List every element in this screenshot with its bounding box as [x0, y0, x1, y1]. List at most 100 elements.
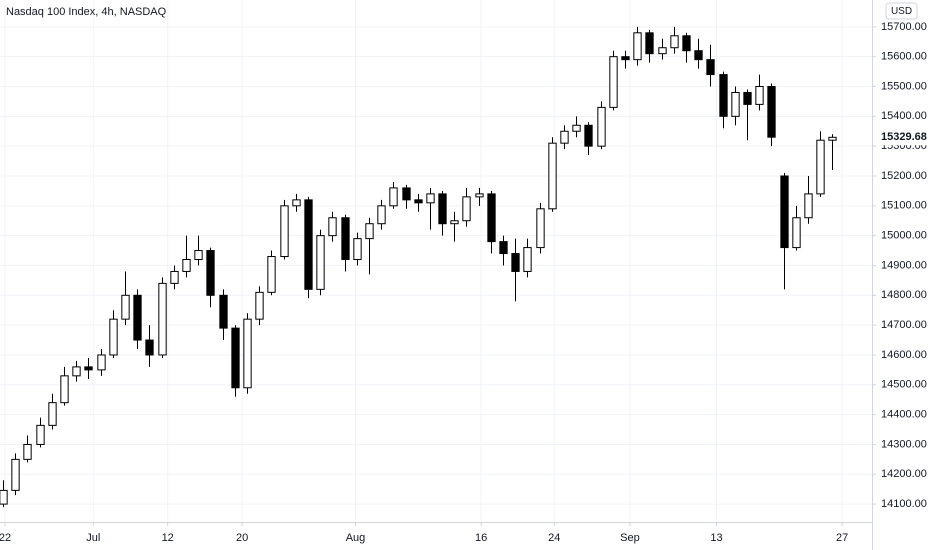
- y-tick-label: 14200.00: [881, 468, 927, 480]
- candle-body: [121, 294, 130, 320]
- candle-body: [389, 187, 398, 207]
- candle-body: [48, 402, 57, 426]
- candle-body: [731, 91, 740, 117]
- candle-body: [706, 59, 715, 76]
- candle-body: [0, 489, 8, 505]
- candle-body: [548, 142, 557, 210]
- candle-body: [402, 187, 411, 201]
- candle-body: [206, 250, 215, 296]
- x-tick-label: 13: [710, 532, 722, 544]
- y-tick-label: 15000.00: [881, 230, 927, 242]
- candle-body: [536, 208, 545, 249]
- candle-body: [633, 32, 642, 61]
- candle-body: [194, 250, 203, 261]
- candle-body: [365, 223, 374, 240]
- candle-body: [84, 366, 93, 371]
- candle-body: [780, 175, 789, 249]
- candle-body: [255, 291, 264, 320]
- candle-body: [377, 205, 386, 225]
- currency-box[interactable]: [885, 2, 918, 20]
- candle-body: [292, 199, 301, 207]
- candle-body: [670, 35, 679, 49]
- y-tick-label: 14800.00: [881, 289, 927, 301]
- candle-body: [694, 50, 703, 61]
- x-tick-label: Aug: [346, 532, 366, 544]
- candle-body: [511, 253, 520, 272]
- y-tick-label: 15200.00: [881, 170, 927, 182]
- y-tick-label: 14100.00: [881, 498, 927, 510]
- candle-body: [170, 270, 179, 284]
- candle-body: [487, 193, 496, 243]
- y-tick-label: 15600.00: [881, 51, 927, 63]
- candle-body: [341, 217, 350, 261]
- x-tick-label: 22: [0, 532, 11, 544]
- candle-body: [645, 32, 654, 55]
- candle-body: [60, 375, 69, 404]
- candle-body: [792, 217, 801, 249]
- candle-body: [267, 256, 276, 293]
- y-tick-label: 15400.00: [881, 110, 927, 122]
- candle-body: [523, 247, 532, 272]
- candle-body: [145, 339, 154, 356]
- candle-body: [304, 199, 313, 290]
- candle-body: [450, 220, 459, 225]
- candles: [0, 26, 837, 508]
- candle-body: [231, 327, 240, 389]
- candle-body: [11, 458, 20, 491]
- candle-body: [743, 91, 752, 105]
- x-tick-label: 12: [162, 532, 174, 544]
- currency: USD: [891, 6, 912, 17]
- candle-body: [828, 136, 837, 141]
- x-tick-label: 27: [836, 532, 848, 544]
- candle-body: [36, 424, 45, 445]
- y-tick-label: 15500.00: [881, 80, 927, 92]
- candle-body: [597, 106, 606, 147]
- candle-body: [438, 193, 447, 225]
- axes: 14100.00 14200.00 14300.00 14400.00 14500.00…: [0, 21, 931, 544]
- candle-body: [658, 47, 667, 55]
- candle-body: [426, 193, 435, 204]
- y-tick-label: 15100.00: [881, 200, 927, 212]
- candle-body: [816, 139, 825, 195]
- y-tick-label: 14300.00: [881, 438, 927, 450]
- candle-body: [72, 366, 81, 377]
- x-tick-label: 24: [548, 532, 560, 544]
- last-price-box: [873, 129, 931, 146]
- candle-body: [158, 282, 167, 356]
- candle-body: [719, 74, 728, 117]
- x-tick-label: Sep: [620, 532, 640, 544]
- candle-body: [560, 130, 569, 144]
- y-tick-label: 14500.00: [881, 379, 927, 391]
- candle-body: [755, 86, 764, 105]
- candle-body: [682, 35, 691, 52]
- y-tick-label: 14900.00: [881, 259, 927, 271]
- candle-body: [23, 443, 32, 460]
- candle-body: [243, 318, 252, 389]
- candle-body: [499, 241, 508, 255]
- y-tick-label: 14700.00: [881, 319, 927, 331]
- y-tick-label: 15700.00: [881, 21, 927, 33]
- candle-body: [219, 294, 228, 329]
- candle-body: [182, 259, 191, 272]
- candle-body: [328, 217, 337, 237]
- y-tick-label: 14400.00: [881, 409, 927, 421]
- candle-body: [133, 294, 142, 341]
- x-tick-label: 16: [475, 532, 487, 544]
- candle-body: [280, 205, 289, 258]
- candle-body: [316, 235, 325, 290]
- candle-body: [414, 199, 423, 204]
- candle-body: [109, 318, 118, 356]
- x-tick-label: 20: [236, 532, 248, 544]
- candle-body: [353, 238, 362, 261]
- candle-body: [767, 86, 776, 138]
- x-tick-label: Jul: [86, 532, 100, 544]
- candle-body: [97, 354, 106, 371]
- candle-body: [804, 193, 813, 219]
- candle-body: [572, 124, 581, 132]
- chart-title: Nasdaq 100 Index, 4h, NASDAQ: [6, 6, 167, 18]
- candle-body: [475, 193, 484, 198]
- last-price-label: 15329.68: [881, 131, 927, 143]
- candle-body: [621, 56, 630, 61]
